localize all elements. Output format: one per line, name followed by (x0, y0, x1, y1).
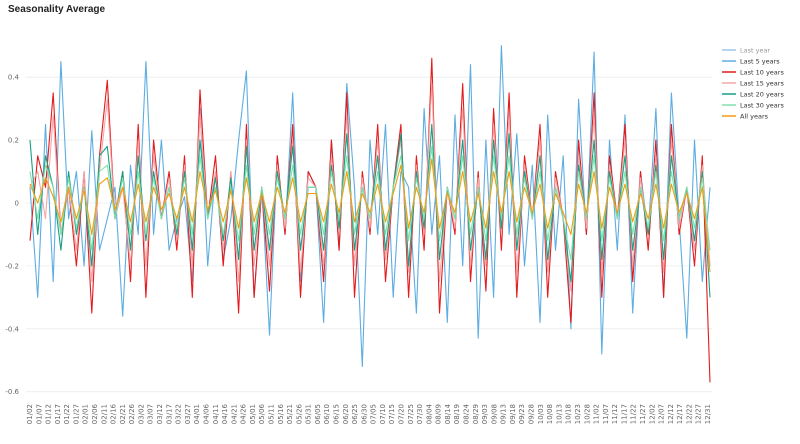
x-tick-label: 08/19 (453, 404, 461, 424)
x-tick-label: 11/22 (630, 404, 638, 424)
legend-label-last-5-years: Last 5 years (740, 57, 780, 65)
x-tick-label: 10/08 (546, 404, 554, 424)
x-tick-label: 05/26 (295, 403, 303, 424)
x-tick-label: 06/30 (360, 404, 368, 424)
x-tick-label: 09/08 (490, 404, 498, 424)
x-axis: 01/02 01/07 01/12 01/17 01/22 01/27 02/01 02/06… (26, 403, 712, 424)
x-tick-label: 09/03 (481, 404, 489, 424)
x-tick-label: 03/02 (137, 404, 145, 424)
y-tick-label: -0.2 (5, 262, 19, 270)
y-tick-label: 0 (15, 199, 19, 207)
x-tick-label: 01/02 (26, 404, 34, 424)
legend-label-all-years: All years (740, 112, 769, 120)
x-tick-label: 01/27 (72, 404, 80, 424)
x-tick-label: 10/28 (583, 404, 591, 424)
chart-title: Seasonality Average (8, 4, 106, 15)
x-tick-label: 06/20 (342, 404, 350, 424)
x-tick-label: 06/05 (314, 404, 322, 424)
x-tick-label: 07/05 (370, 404, 378, 424)
x-tick-label: 12/17 (676, 404, 684, 424)
x-tick-label: 03/17 (165, 404, 173, 424)
x-tick-label: 04/11 (212, 404, 220, 424)
y-tick-label: -0.6 (5, 388, 19, 396)
y-tick-label: 0.2 (8, 137, 19, 145)
x-tick-label: 07/30 (416, 404, 424, 424)
x-tick-label: 12/27 (695, 404, 703, 424)
x-tick-label: 10/18 (565, 404, 573, 424)
x-tick-label: 04/16 (221, 403, 229, 424)
x-tick-label: 07/15 (388, 404, 396, 424)
x-tick-label: 02/26 (128, 403, 136, 424)
x-tick-label: 06/15 (332, 404, 340, 424)
x-tick-label: 11/02 (593, 404, 601, 424)
x-tick-label: 01/12 (45, 404, 53, 424)
x-tick-label: 10/23 (574, 404, 582, 424)
x-tick-label: 12/07 (658, 404, 666, 424)
x-tick-label: 01/22 (63, 404, 71, 424)
x-tick-label: 11/07 (602, 404, 610, 424)
x-tick-label: 06/25 (351, 404, 359, 424)
legend: Last year Last 5 years Last 10 years Last 1… (722, 46, 784, 120)
series-line-last-30-years (29, 145, 711, 261)
x-tick-label: 09/28 (528, 404, 536, 424)
x-tick-label: 09/23 (518, 404, 526, 424)
x-tick-label: 11/12 (611, 404, 619, 424)
x-tick-label: 10/03 (537, 404, 545, 424)
x-tick-label: 03/07 (147, 404, 155, 424)
x-tick-label: 05/06 (258, 403, 266, 424)
series-line-last-5-years (29, 45, 711, 368)
x-tick-label: 01/07 (35, 404, 43, 424)
x-tick-label: 03/22 (175, 404, 183, 424)
x-tick-label: 02/11 (100, 404, 108, 424)
x-tick-label: 05/21 (286, 404, 294, 424)
y-tick-label: -0.4 (5, 325, 19, 333)
x-tick-label: 12/02 (648, 404, 656, 424)
x-tick-label: 11/27 (639, 404, 647, 424)
legend-label-last-20-years: Last 20 years (740, 90, 784, 98)
series-line-last-15-years (29, 82, 711, 292)
x-tick-label: 07/10 (379, 404, 387, 424)
legend-label-last-30-years: Last 30 years (740, 101, 784, 109)
x-tick-label: 07/25 (407, 404, 415, 424)
x-tick-label: 10/13 (555, 404, 563, 424)
x-tick-label: 03/12 (156, 404, 164, 424)
x-tick-label: 06/10 (323, 404, 331, 424)
x-tick-label: 12/12 (667, 404, 675, 424)
x-tick-label: 04/01 (193, 404, 201, 424)
x-tick-label: 08/29 (472, 404, 480, 424)
x-tick-label: 03/27 (184, 404, 192, 424)
legend-label-last-year: Last year (740, 46, 770, 54)
y-axis: 0.4 0.2 0 -0.2 -0.4 -0.6 (5, 74, 19, 397)
x-tick-label: 05/11 (267, 404, 275, 424)
x-tick-label: 05/31 (305, 404, 313, 424)
x-tick-label: 01/17 (54, 404, 62, 424)
x-tick-label: 09/13 (500, 404, 508, 424)
x-tick-label: 08/24 (463, 403, 471, 424)
x-tick-label: 04/26 (240, 403, 248, 424)
series-line-all-years (29, 158, 711, 273)
x-tick-label: 08/09 (435, 404, 443, 424)
x-tick-label: 09/18 (509, 404, 517, 424)
x-tick-label: 04/06 (202, 403, 210, 424)
x-tick-label: 04/21 (230, 404, 238, 424)
x-tick-label: 08/14 (444, 403, 452, 424)
legend-label-last-15-years: Last 15 years (740, 79, 784, 87)
x-tick-label: 11/17 (620, 404, 628, 424)
x-tick-label: 12/31 (704, 404, 712, 424)
legend-label-last-10-years: Last 10 years (740, 68, 784, 76)
x-tick-label: 02/21 (119, 404, 127, 424)
x-tick-label: 05/16 (277, 403, 285, 424)
x-tick-label: 02/06 (91, 403, 99, 424)
x-tick-label: 02/16 (110, 403, 118, 424)
x-tick-label: 05/01 (249, 404, 257, 424)
x-tick-label: 08/04 (425, 403, 433, 424)
y-tick-label: 0.4 (8, 74, 20, 82)
x-tick-label: 02/01 (82, 404, 90, 424)
series-layer (29, 45, 711, 383)
x-tick-label: 07/20 (398, 404, 406, 424)
x-tick-label: 12/22 (685, 404, 693, 424)
